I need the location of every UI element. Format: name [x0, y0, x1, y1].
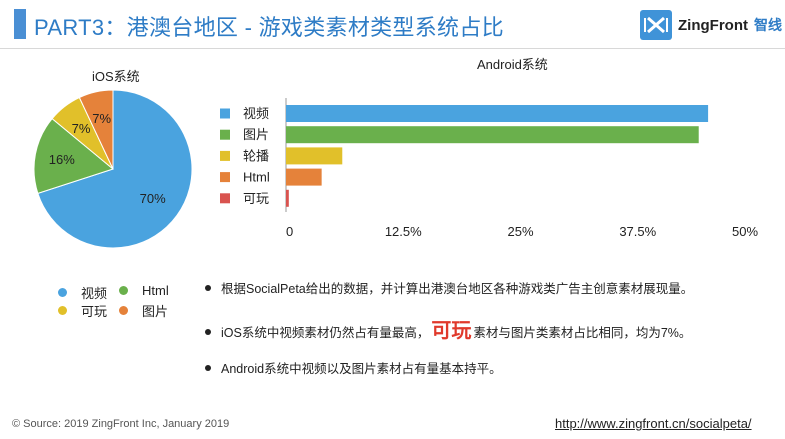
bar — [286, 147, 343, 165]
legend-dot-blue — [58, 288, 67, 297]
bar — [286, 168, 322, 186]
legend-label: 图片 — [142, 304, 169, 319]
bar-legend-label: 图片 — [243, 127, 269, 142]
bullet-dot — [205, 365, 211, 371]
pie-legend-item-image: 图片 — [119, 301, 168, 320]
source-link[interactable]: http://www.zingfront.cn/socialpeta/ — [555, 416, 752, 431]
x-tick-label: 12.5% — [385, 224, 422, 239]
pie-slice — [78, 89, 114, 170]
legend-dot-green — [119, 286, 128, 295]
bar-legend-swatch — [220, 150, 230, 161]
zingfront-logo-icon — [640, 10, 672, 40]
bar-legend-label: 轮播 — [243, 148, 269, 163]
source-note: © Source: 2019 ZingFront Inc, January 20… — [12, 418, 230, 430]
x-tick-label: 0 — [286, 224, 293, 239]
pie-slice — [33, 117, 115, 195]
bullet-dot — [205, 329, 211, 335]
bar-legend-swatch — [220, 193, 230, 204]
bar-legend-swatch — [220, 129, 230, 140]
pie-slice — [37, 89, 193, 249]
bar-legend-swatch — [220, 172, 230, 183]
pie-data-label: 70% — [140, 191, 166, 206]
legend-label: 视频 — [81, 286, 108, 301]
finding-item: 根据SocialPeta给出的数据，并计算出港澳台地区各种游戏类广告主创意素材展… — [205, 278, 693, 297]
bar-legend-label: Html — [243, 170, 270, 185]
bullet-dot — [205, 285, 211, 291]
finding-highlight: 可玩 — [431, 320, 472, 342]
legend-label: Html — [142, 283, 169, 298]
bar-chart-title: Android系统 — [477, 57, 548, 72]
bar-legend-swatch — [220, 108, 230, 119]
logo-chinese-text: 智线 — [753, 17, 782, 33]
pie-data-label: 7% — [92, 111, 111, 126]
bar — [286, 189, 289, 207]
x-tick-label: 50% — [732, 224, 758, 239]
x-tick-label: 25% — [507, 224, 533, 239]
page-title: PART3：港澳台地区 - 游戏类素材类型系统占比 — [34, 15, 504, 40]
x-tick-label: 37.5% — [619, 224, 656, 239]
finding-text: Android系统中视频以及图片素材占有量基本持平。 — [221, 362, 502, 376]
legend-dot-yellow — [58, 306, 67, 315]
bar — [286, 105, 709, 122]
legend-label: 可玩 — [81, 304, 108, 319]
pie-legend-item-html: Html — [119, 283, 169, 298]
brand-logo: ZingFront 智线 — [640, 9, 782, 41]
bar — [286, 126, 699, 144]
pie-data-label: 16% — [49, 152, 75, 167]
finding-item: iOS系统中视频素材仍然占有量最高， 可玩 素材与图片类素材占比相同，均为7%。 — [205, 314, 691, 343]
title-accent-bar — [14, 9, 26, 39]
bar-legend-label: 视频 — [243, 106, 269, 121]
finding-text-pre: iOS系统中视频素材仍然占有量最高， — [221, 326, 430, 340]
pie-legend-item-playable: 可玩 — [58, 301, 107, 320]
bar-legend-label: 可玩 — [243, 191, 269, 206]
finding-item: Android系统中视频以及图片素材占有量基本持平。 — [205, 358, 502, 377]
pie-data-label: 7% — [72, 121, 91, 136]
logo-text: ZingFront — [678, 16, 748, 34]
pie-legend-item-video: 视频 — [58, 283, 107, 302]
legend-dot-orange — [119, 306, 128, 315]
pie-chart-title: iOS系统 — [92, 69, 140, 84]
finding-text-post: 素材与图片类素材占比相同，均为7%。 — [473, 326, 692, 340]
header-divider — [0, 48, 785, 49]
finding-text: 根据SocialPeta给出的数据，并计算出港澳台地区各种游戏类广告主创意素材展… — [221, 282, 694, 296]
